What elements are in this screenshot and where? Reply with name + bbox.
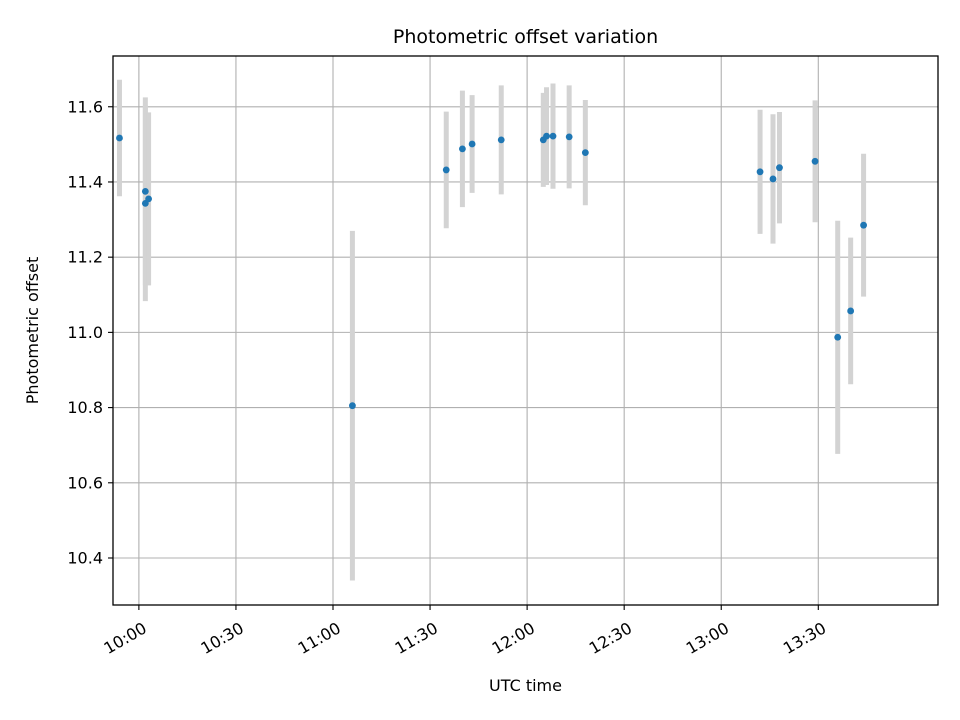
data-point bbox=[145, 195, 152, 203]
data-point bbox=[468, 140, 476, 148]
y-tick-label: 11.0 bbox=[67, 323, 103, 342]
y-tick-label: 10.6 bbox=[67, 473, 103, 492]
data-point bbox=[860, 221, 867, 229]
data-point bbox=[769, 175, 777, 183]
chart-title: Photometric offset variation bbox=[393, 26, 658, 48]
data-point bbox=[834, 333, 842, 341]
data-point bbox=[349, 402, 356, 410]
data-point bbox=[847, 307, 855, 315]
data-point bbox=[459, 145, 466, 153]
data-point bbox=[581, 149, 589, 157]
plot-frame bbox=[112, 55, 939, 606]
y-tick-label: 11.6 bbox=[67, 97, 103, 116]
data-point bbox=[141, 187, 149, 195]
y-tick-label: 11.4 bbox=[67, 172, 103, 191]
y-tick-label: 10.8 bbox=[67, 398, 103, 417]
grid-lines bbox=[113, 56, 938, 605]
y-tick-label: 11.2 bbox=[67, 248, 103, 267]
data-point bbox=[776, 164, 783, 172]
data-point bbox=[442, 166, 450, 174]
data-point bbox=[549, 132, 557, 140]
data-point bbox=[565, 133, 573, 141]
y-axis-ticks: 10.4 10.6 10.8 11.0 11.2 11.4 11.6 bbox=[67, 97, 113, 567]
data-point bbox=[756, 168, 764, 176]
y-tick-label: 10.4 bbox=[67, 548, 103, 567]
data-point bbox=[811, 157, 819, 165]
data-point bbox=[497, 136, 505, 144]
data-point bbox=[543, 132, 550, 140]
y-axis-label: Photometric offset bbox=[23, 257, 42, 405]
x-axis-label: UTC time bbox=[489, 676, 562, 695]
data-point bbox=[116, 134, 123, 142]
data-points bbox=[116, 132, 867, 410]
